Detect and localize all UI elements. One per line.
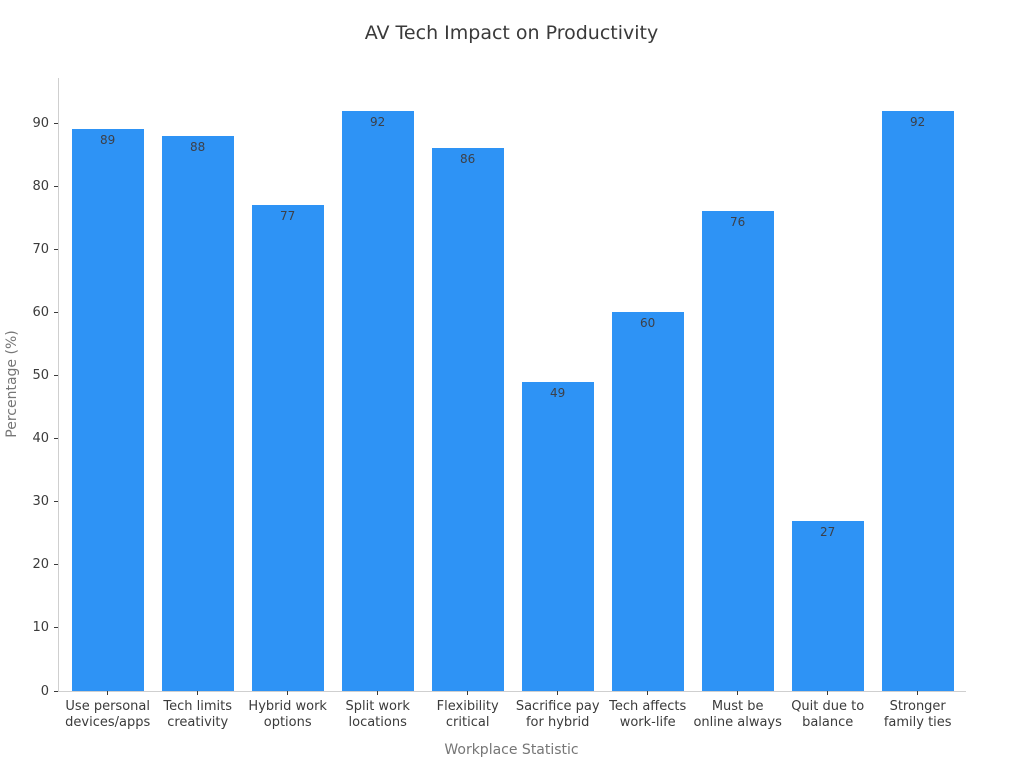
y-tick-label: 0 <box>40 683 49 699</box>
bar: 77 <box>251 205 324 691</box>
y-tick-mark <box>54 438 58 440</box>
bar: 60 <box>611 312 684 691</box>
bar: 49 <box>521 381 594 691</box>
y-tick-mark <box>54 375 58 376</box>
bar-value-label: 88 <box>190 139 206 154</box>
x-tick-label: Sacrifice pay for hybrid <box>515 699 600 730</box>
y-tick-label: 70 <box>32 241 49 257</box>
bar-value-label: 76 <box>730 215 746 230</box>
x-tick-label: Tech limits creativity <box>163 699 232 730</box>
x-tick-mark <box>917 691 919 695</box>
bar-value-label: 77 <box>280 209 296 224</box>
x-tick-label: Must be online always <box>693 699 782 730</box>
y-tick-label: 50 <box>32 368 49 383</box>
bar: 76 <box>701 211 774 691</box>
bar: 88 <box>161 135 234 691</box>
y-tick-label: 30 <box>32 494 49 510</box>
x-tick-label: Split work locations <box>345 699 410 730</box>
bar-value-label: 92 <box>910 114 926 129</box>
y-tick-label: 40 <box>32 431 49 447</box>
bar: 92 <box>881 110 954 691</box>
x-tick-mark <box>467 691 469 695</box>
y-tick-mark <box>54 627 58 629</box>
bar: 86 <box>431 148 504 691</box>
y-tick-mark <box>54 185 58 187</box>
x-tick-label: Hybrid work options <box>248 699 327 730</box>
y-tick-label: 90 <box>32 115 49 131</box>
bar-value-label: 49 <box>550 385 566 400</box>
bar-value-label: 89 <box>100 133 116 148</box>
y-tick-mark <box>54 122 58 124</box>
bar: 89 <box>71 129 144 691</box>
bar-value-label: 27 <box>820 524 836 539</box>
y-tick-mark <box>54 501 58 503</box>
x-tick-mark <box>287 691 289 695</box>
y-tick-mark <box>54 311 58 313</box>
x-tick-mark <box>827 691 829 695</box>
x-tick-mark <box>107 691 109 695</box>
y-tick-label: 60 <box>32 304 49 320</box>
plot-area: 0 10 20 30 40 50 60 70 80 90 89 Use personal device… <box>32 78 966 730</box>
bar-value-label: 92 <box>370 114 386 129</box>
y-tick-label: 80 <box>32 178 49 194</box>
y-tick-mark <box>54 248 58 250</box>
y-tick-label: 20 <box>32 557 49 573</box>
x-tick-label: Use personal devices/apps <box>65 699 151 730</box>
x-tick-mark <box>377 691 379 695</box>
y-tick-mark <box>54 690 58 692</box>
y-tick-mark <box>54 564 58 566</box>
bar-value-label: 60 <box>640 316 656 331</box>
bar-value-label: 86 <box>460 152 476 167</box>
x-tick-mark <box>737 691 739 695</box>
y-tick-label: 10 <box>32 620 49 636</box>
x-tick-label: Flexibility critical <box>436 699 499 730</box>
x-tick-mark <box>197 691 199 695</box>
x-tick-label: Quit due to balance <box>791 699 865 730</box>
bar: 92 <box>341 110 414 691</box>
bar: 27 <box>791 520 864 691</box>
chart-title: AV Tech Impact on Productivity <box>364 22 659 44</box>
x-tick-mark <box>647 691 649 695</box>
x-axis-label: Workplace Statistic <box>444 742 579 758</box>
x-tick-label: Tech affects work-life <box>609 699 687 730</box>
x-tick-mark <box>557 691 559 695</box>
x-tick-label: Stronger family ties <box>883 699 952 730</box>
